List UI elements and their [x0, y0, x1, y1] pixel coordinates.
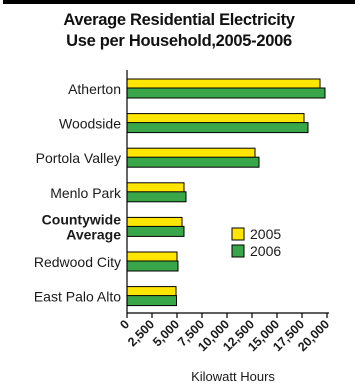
- category-label-2: Portola Valley: [36, 150, 121, 166]
- bar-2006-6: [126, 295, 177, 307]
- bar-2006-5: [126, 260, 179, 272]
- category-label-4: Countywide: [42, 211, 122, 227]
- category-label-1: Woodside: [59, 116, 121, 132]
- bar-2006-1: [126, 122, 309, 134]
- x-axis-label: Kilowatt Hours: [191, 369, 275, 384]
- legend-label-2005: 2005: [250, 226, 281, 242]
- legend-swatch-2005: [231, 227, 245, 241]
- bar-2006-2: [126, 156, 260, 168]
- bar-2006-3: [126, 191, 187, 203]
- bar-2006-4: [126, 225, 185, 237]
- x-tick-label-1: 2,500: [125, 317, 157, 349]
- category-label-5: Redwood City: [34, 254, 121, 270]
- legend-label-2006: 2006: [250, 243, 281, 259]
- x-axis-group: 02,5005,0007,50010,00012,50015,00017,500…: [117, 70, 332, 354]
- category-label-0: Atherton: [68, 81, 121, 97]
- bar-2006-0: [126, 87, 326, 99]
- chart-title-line-1: Average Residential Electricity: [63, 11, 295, 29]
- chart-title: Average Residential Electricity Use per …: [0, 10, 358, 52]
- category-label-6: East Palo Alto: [34, 289, 121, 305]
- category-labels-group: Atherton Woodside Portola Valley Menlo Park…: [34, 81, 122, 305]
- bars-group: [126, 78, 326, 307]
- x-tick-label-0: 0: [117, 317, 132, 332]
- legend-swatch-2006: [231, 244, 245, 258]
- x-tick-label-2: 5,000: [150, 317, 182, 349]
- category-label-3: Menlo Park: [50, 185, 122, 201]
- top-rule: [3, 0, 355, 4]
- category-label-4-line-2: Average: [66, 226, 121, 242]
- chart-title-line-2: Use per Household,2005-2006: [66, 32, 292, 50]
